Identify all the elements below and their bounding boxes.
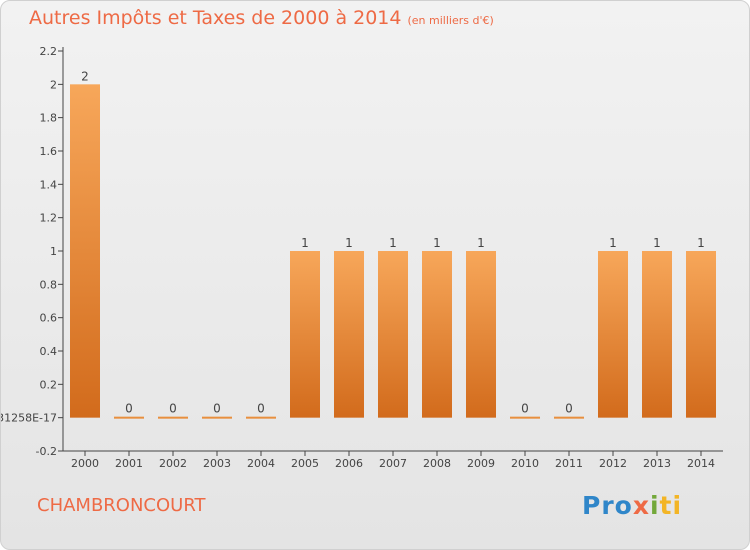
bar [422,251,452,418]
data-label: 0 [257,402,265,416]
chart-subtitle: (en milliers d'€) [407,14,494,27]
y-tick-label: 0.8 [40,278,58,291]
bar [290,251,320,418]
bar [158,416,188,419]
y-tick-label: 2.2 [40,45,58,58]
y-tick-label: 2 [50,78,57,91]
bar [378,251,408,418]
data-label: 0 [521,402,529,416]
data-label: 1 [477,236,485,250]
data-label: 1 [697,236,705,250]
proxiti-logo: Proxiti [582,491,683,520]
y-tick-label: 0.6 [40,312,58,325]
x-tick-label: 2008 [423,457,451,470]
bar [202,416,232,419]
x-tick-label: 2011 [555,457,583,470]
data-label: 1 [301,236,309,250]
data-label: 0 [125,402,133,416]
x-tick-label: 2004 [247,457,275,470]
y-tick-label: 1 [50,245,57,258]
x-tick-label: 2012 [599,457,627,470]
y-tick-label: -0.2 [36,445,57,458]
bar [686,251,716,418]
chart-title-text: Autres Impôts et Taxes de 2000 à 2014 [29,7,402,29]
x-tick-label: 2001 [115,457,143,470]
place-name: CHAMBRONCOURT [37,495,206,516]
bar [334,251,364,418]
x-tick-label: 2006 [335,457,363,470]
x-tick-label: 2007 [379,457,407,470]
x-tick-label: 2002 [159,457,187,470]
y-tick-label: 0.2 [40,378,58,391]
data-label: 1 [653,236,661,250]
y-tick-label: 0.4 [40,345,58,358]
bar [642,251,672,418]
bar [246,416,276,419]
x-tick-label: 2010 [511,457,539,470]
data-label: 1 [345,236,353,250]
data-label: 2 [81,69,89,83]
x-tick-label: 2009 [467,457,495,470]
x-tick-label: 2000 [71,457,99,470]
bar [466,251,496,418]
x-tick-label: 2003 [203,457,231,470]
data-label: 0 [565,402,573,416]
y-tick-label: 1.2 [40,212,58,225]
chart-title: Autres Impôts et Taxes de 2000 à 2014 (en… [29,7,494,29]
x-tick-label: 2013 [643,457,671,470]
x-tick-label: 2005 [291,457,319,470]
data-label: 1 [433,236,441,250]
data-label: 1 [389,236,397,250]
bar [510,416,540,419]
bar [70,84,100,418]
bar [554,416,584,419]
x-tick-label: 2014 [687,457,715,470]
y-tick-label: 1.6 [40,145,58,158]
y-tick-label: 5.5511151231258E-17 [1,412,57,425]
data-label: 0 [213,402,221,416]
data-label: 0 [169,402,177,416]
bar [598,251,628,418]
bar [114,416,144,419]
y-tick-label: 1.4 [40,178,58,191]
data-label: 1 [609,236,617,250]
y-tick-label: 1.8 [40,112,58,125]
